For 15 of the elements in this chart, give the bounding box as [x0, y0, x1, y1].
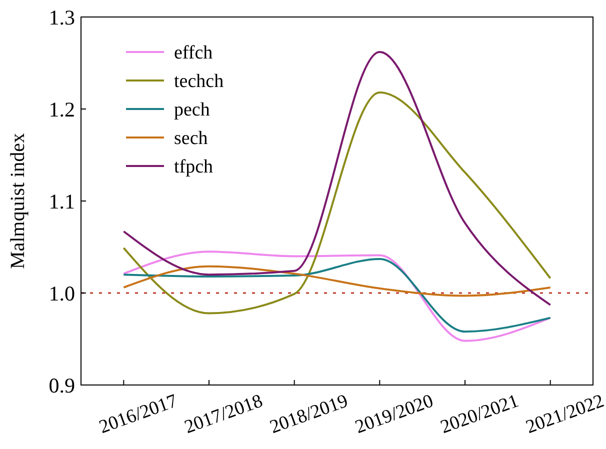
line-series [122, 258, 552, 333]
legend-label: tfpch [174, 156, 214, 178]
y-tick-label: 1.2 [48, 97, 75, 122]
line-series [122, 265, 552, 297]
legend-label: pech [174, 100, 210, 121]
legend-label: techch [174, 71, 224, 92]
y-tick-label: 1.0 [48, 281, 75, 306]
legend-label: effch [174, 42, 214, 64]
y-tick-label: 1.3 [48, 5, 75, 30]
line-series [122, 91, 552, 314]
y-tick-label: 1.1 [48, 189, 75, 214]
legend-label: sech [174, 128, 208, 150]
line-series [122, 250, 552, 342]
y-tick-label: 0.9 [48, 373, 75, 398]
y-axis-title: Malmquist index [7, 132, 29, 270]
